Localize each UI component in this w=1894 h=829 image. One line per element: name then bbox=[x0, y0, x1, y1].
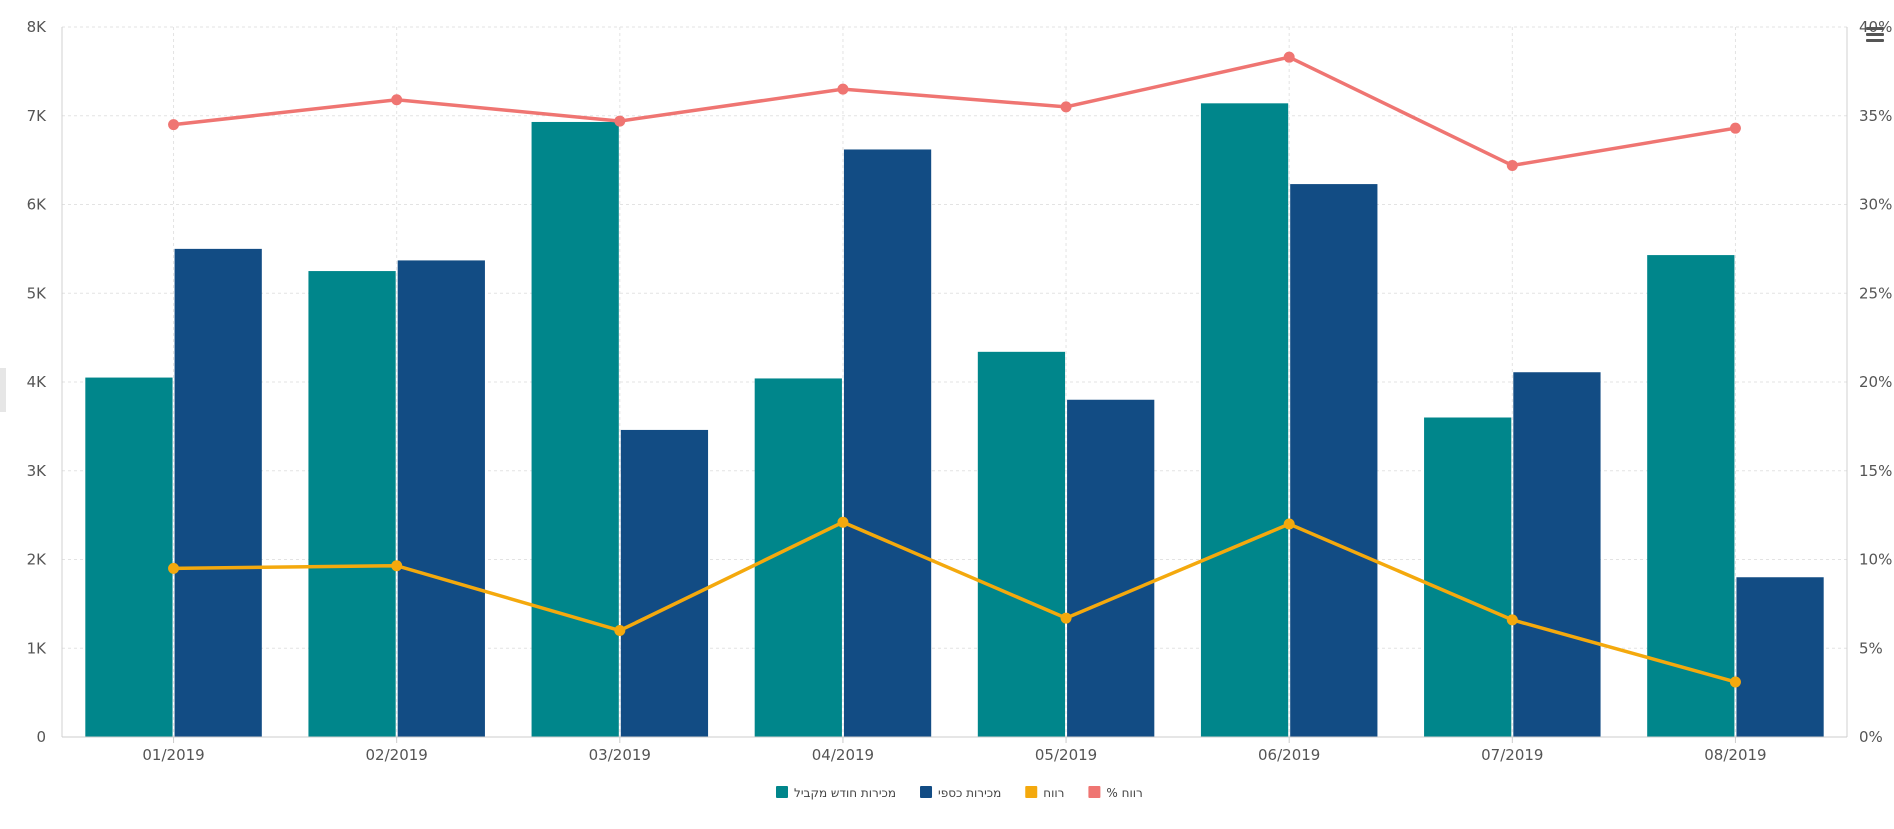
bar bbox=[1067, 399, 1155, 737]
line-point bbox=[391, 94, 403, 106]
legend-label: % רווח bbox=[1106, 786, 1142, 800]
line-point bbox=[168, 562, 180, 574]
lines bbox=[168, 51, 1741, 688]
legend: מכירות חודש מקביל מכירות כספי רווח % רווח bbox=[776, 786, 1143, 800]
y-tick-label-right: 5% bbox=[1859, 639, 1883, 657]
bar bbox=[174, 248, 262, 737]
bar bbox=[308, 271, 396, 737]
y-tick-label-right: 0% bbox=[1859, 728, 1883, 746]
y-tick-label-right: 35% bbox=[1859, 107, 1892, 125]
line-point bbox=[614, 115, 626, 127]
y-tick-label-right: 15% bbox=[1859, 462, 1892, 480]
bar bbox=[1647, 255, 1735, 737]
legend-swatch bbox=[920, 786, 933, 798]
line-point bbox=[1283, 51, 1295, 63]
y-tick-label-left: 0 bbox=[36, 728, 46, 746]
bar bbox=[531, 121, 619, 737]
bar bbox=[620, 429, 709, 737]
legend-label: מכירות חודש מקביל bbox=[794, 786, 896, 800]
bar bbox=[1424, 417, 1512, 737]
y-tick-label-right: 30% bbox=[1859, 196, 1892, 214]
bar bbox=[977, 351, 1066, 737]
side-panel-handle[interactable] bbox=[0, 368, 6, 412]
bar bbox=[1290, 184, 1378, 737]
x-tick-label: 08/2019 bbox=[1704, 746, 1766, 764]
y-tick-label-left: 6K bbox=[27, 196, 48, 214]
line-point bbox=[837, 83, 849, 95]
bar bbox=[843, 149, 932, 738]
y-tick-label-left: 2K bbox=[27, 551, 48, 569]
legend-label: מכירות כספי bbox=[938, 786, 1001, 800]
legend-swatch bbox=[1088, 786, 1101, 798]
line-point bbox=[168, 119, 180, 131]
y-tick-label-right: 25% bbox=[1859, 284, 1892, 302]
bar bbox=[1200, 103, 1289, 737]
legend-label: רווח bbox=[1043, 786, 1064, 800]
y-tick-label-left: 4K bbox=[27, 373, 48, 391]
legend-swatch bbox=[1025, 786, 1038, 798]
x-tick-label: 04/2019 bbox=[812, 746, 874, 764]
bar bbox=[85, 377, 173, 737]
y-tick-label-left: 8K bbox=[27, 18, 48, 36]
line-point bbox=[1729, 676, 1741, 688]
y-tick-label-left: 1K bbox=[27, 639, 48, 657]
x-tick-label: 02/2019 bbox=[366, 746, 428, 764]
line-point bbox=[1506, 614, 1518, 626]
x-tick-label: 05/2019 bbox=[1035, 746, 1097, 764]
y-tick-label-right: 20% bbox=[1859, 373, 1892, 391]
y-tick-label-right: 10% bbox=[1859, 551, 1892, 569]
grid bbox=[62, 26, 1847, 737]
bars bbox=[85, 103, 1824, 738]
y-tick-label-left: 7K bbox=[27, 107, 48, 125]
series-line bbox=[173, 520, 1736, 684]
line-point bbox=[837, 516, 849, 528]
chart-menu-icon[interactable] bbox=[1864, 24, 1886, 46]
y-tick-label-left: 3K bbox=[27, 462, 48, 480]
line-point bbox=[391, 560, 403, 572]
x-tick-label: 01/2019 bbox=[142, 746, 204, 764]
y-tick-label-left: 5K bbox=[27, 284, 48, 302]
x-tick-label: 06/2019 bbox=[1258, 746, 1320, 764]
axes: 00%1K5%2K10%3K15%4K20%5K25%6K30%7K35%8K4… bbox=[27, 18, 1893, 764]
line-point bbox=[1283, 518, 1295, 530]
bar bbox=[397, 260, 485, 737]
line-point bbox=[1506, 159, 1518, 171]
x-tick-label: 03/2019 bbox=[589, 746, 651, 764]
line-point bbox=[614, 625, 626, 636]
series-line bbox=[173, 55, 1736, 168]
bar bbox=[1513, 372, 1601, 737]
line-point bbox=[1729, 122, 1741, 134]
x-tick-label: 07/2019 bbox=[1481, 746, 1543, 764]
bar bbox=[1736, 577, 1824, 737]
line-point bbox=[1060, 612, 1072, 624]
line-point bbox=[1060, 101, 1072, 113]
legend-swatch bbox=[776, 786, 788, 798]
